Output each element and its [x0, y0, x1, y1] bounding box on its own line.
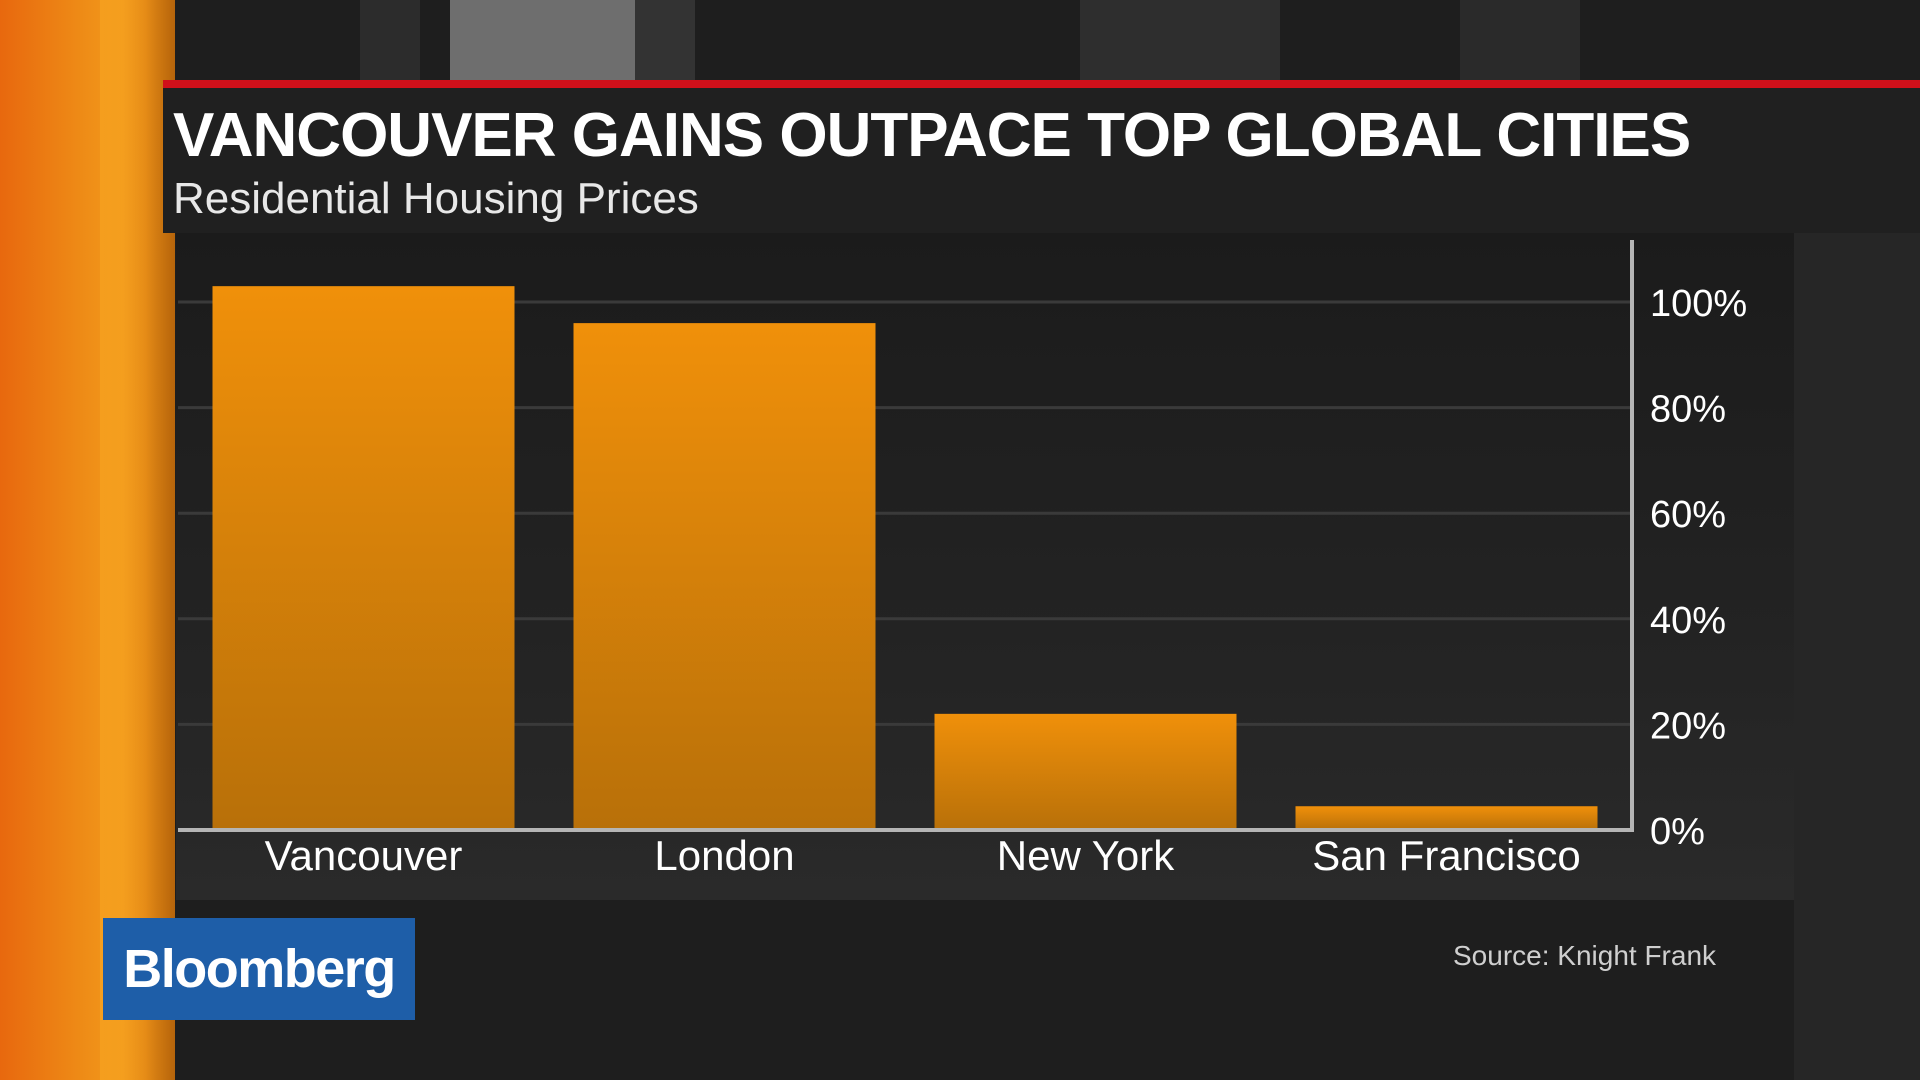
brand-label: Bloomberg: [123, 939, 396, 999]
y-tick-label: 80%: [1650, 389, 1726, 431]
axes: [178, 240, 1634, 832]
x-tick-label: London: [654, 832, 794, 879]
y-tick-label: 100%: [1650, 283, 1747, 325]
source-note: Source: Knight Frank: [1453, 940, 1717, 971]
bar-san-francisco: [1295, 806, 1598, 830]
y-tick-label: 40%: [1650, 600, 1726, 642]
bar-vancouver: [212, 286, 515, 830]
x-tick-labels: Vancouver London New York San Francisco: [265, 832, 1581, 879]
bar-new-york: [934, 713, 1237, 830]
y-tick-label: 20%: [1650, 705, 1726, 747]
bloomberg-logo: Bloomberg: [103, 918, 415, 1020]
orange-panel-highlight: [100, 0, 175, 1080]
y-tick-label: 0%: [1650, 811, 1705, 853]
chart-header: VANCOUVER GAINS OUTPACE TOP GLOBAL CITIE…: [163, 80, 1920, 233]
chart-subtitle: Residential Housing Prices: [173, 174, 699, 223]
bars: [212, 286, 1598, 830]
orange-side-panel: [0, 0, 175, 1080]
y-tick-labels: 0% 20% 40% 60% 80% 100%: [1650, 283, 1747, 853]
bar-london: [573, 323, 876, 830]
x-tick-label: San Francisco: [1312, 832, 1580, 879]
chart-title: VANCOUVER GAINS OUTPACE TOP GLOBAL CITIE…: [173, 101, 1691, 170]
y-tick-label: 60%: [1650, 494, 1726, 536]
x-tick-label: New York: [997, 832, 1175, 879]
x-tick-label: Vancouver: [265, 832, 463, 879]
